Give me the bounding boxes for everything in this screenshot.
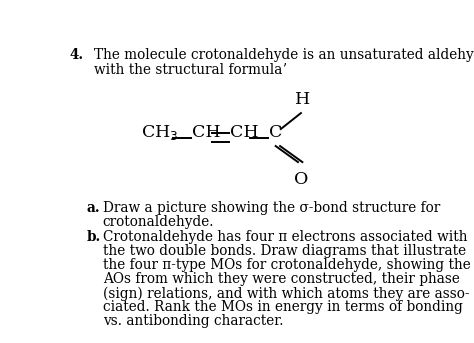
Text: a.: a. [87, 201, 100, 215]
Text: with the structural formulaʼ: with the structural formulaʼ [94, 63, 287, 77]
Text: CH$_3$: CH$_3$ [141, 123, 178, 142]
Text: CH: CH [192, 124, 221, 141]
Text: the two double bonds. Draw diagrams that illustrate: the two double bonds. Draw diagrams that… [102, 244, 466, 258]
Text: the four π-type MOs for crotonaldehyde, showing the: the four π-type MOs for crotonaldehyde, … [102, 258, 470, 272]
Text: The molecule crotonaldehyde is an unsaturated aldehyde: The molecule crotonaldehyde is an unsatu… [94, 48, 474, 62]
Text: C: C [269, 124, 283, 141]
Text: ciated. Rank the MOs in energy in terms of bonding: ciated. Rank the MOs in energy in terms … [102, 300, 463, 314]
Text: Draw a picture showing the σ-bond structure for: Draw a picture showing the σ-bond struct… [102, 201, 440, 215]
Text: vs. antibonding character.: vs. antibonding character. [102, 314, 283, 328]
Text: 4.: 4. [70, 48, 83, 62]
Text: AOs from which they were constructed, their phase: AOs from which they were constructed, th… [102, 272, 459, 286]
Text: crotonaldehyde.: crotonaldehyde. [102, 215, 214, 229]
Text: (sign) relations, and with which atoms they are asso-: (sign) relations, and with which atoms t… [102, 286, 469, 301]
Text: H: H [295, 91, 310, 108]
Text: CH: CH [230, 124, 258, 141]
Text: b.: b. [87, 230, 101, 244]
Text: Crotonaldehyde has four π electrons associated with: Crotonaldehyde has four π electrons asso… [102, 230, 467, 244]
Text: O: O [294, 170, 308, 188]
